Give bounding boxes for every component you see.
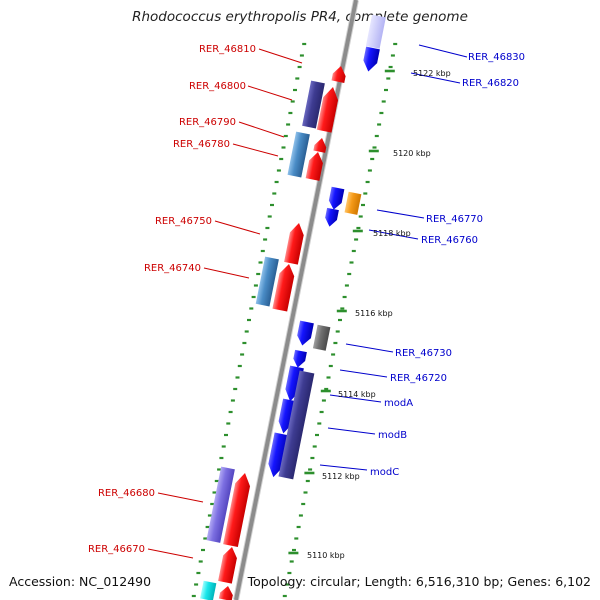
gene-arrow-shape [223, 473, 251, 548]
gene-leader-line [157, 492, 204, 503]
gene-leader-line [147, 548, 194, 559]
gene-arrow [344, 191, 362, 215]
gene-arrow-shape [297, 320, 314, 346]
gene-arrow [272, 264, 295, 312]
gene-leader-line [214, 220, 261, 235]
gene-arrow-shape [331, 66, 346, 83]
gene-label: RER_46760 [421, 235, 478, 246]
gene-arrow [328, 186, 345, 210]
gene-arrow-shape [316, 87, 339, 133]
gene-leader-line [376, 209, 425, 219]
gene-arrow-shape [312, 324, 331, 351]
gene-arrow-shape [255, 256, 279, 307]
gene-arrow [302, 80, 325, 129]
gene-label: RER_46750 [155, 216, 212, 227]
gene-label: RER_46740 [144, 263, 201, 274]
gene-arrow-shape [278, 370, 315, 480]
gene-label: RER_46820 [462, 78, 519, 89]
gene-leader-line [339, 369, 388, 378]
gene-arrow-shape [200, 580, 217, 600]
gene-leader-line [327, 427, 376, 435]
gene-label: modC [370, 467, 399, 478]
gene-leader-line [258, 48, 303, 64]
topology-summary: Topology: circular; Length: 6,516,310 bp… [247, 574, 591, 589]
gene-arrow [223, 473, 251, 548]
gene-arrow [206, 466, 235, 543]
gene-arrow-shape [293, 349, 307, 368]
gene-leader-line [345, 343, 394, 353]
gene-label: RER_46720 [390, 373, 447, 384]
gene-label: modB [378, 430, 407, 441]
gene-arrow-shape [206, 466, 235, 543]
gene-label: RER_46800 [189, 81, 246, 92]
gene-arrow-shape [284, 223, 304, 265]
gene-leader-line [238, 121, 285, 138]
gene-label: RER_46730 [395, 348, 452, 359]
gene-label: RER_46790 [179, 117, 236, 128]
scale-label: 5114 kbp [338, 390, 376, 399]
accession-text: Accession: NC_012490 [9, 574, 152, 589]
gene-arrow [365, 14, 386, 49]
gene-arrow [325, 207, 339, 227]
gene-arrow [331, 66, 346, 83]
gene-leader-line [203, 267, 250, 279]
gene-label: RER_46770 [426, 214, 483, 225]
gene-leader-line [247, 85, 293, 101]
gene-arrow-shape [365, 14, 386, 49]
gene-label: RER_46810 [199, 44, 256, 55]
scale-label: 5112 kbp [322, 472, 360, 481]
gene-arrow [278, 370, 315, 480]
gene-arrow-shape [268, 432, 290, 478]
scale-label: 5122 kbp [413, 69, 451, 78]
gene-arrow [200, 580, 217, 600]
gene-arrow-shape [218, 547, 237, 584]
gene-leader-line [319, 464, 368, 471]
gene-arrow [284, 223, 304, 265]
gene-leader-line [418, 44, 468, 58]
gene-arrow-shape [302, 80, 325, 129]
scale-label: 5120 kbp [393, 149, 431, 158]
gene-arrow [293, 349, 307, 368]
scale-label: 5116 kbp [355, 309, 393, 318]
gene-arrow [363, 46, 380, 72]
gene-arrow-shape [344, 191, 362, 215]
gene-arrow [316, 87, 339, 133]
gene-arrow [313, 138, 327, 153]
gene-arrow [255, 256, 279, 307]
gene-arrow-shape [328, 186, 345, 210]
gene-leader-line [410, 72, 461, 84]
gene-label: RER_46680 [98, 488, 155, 499]
gene-arrow [305, 152, 323, 181]
gene-label: RER_46780 [173, 139, 230, 150]
gene-arrow-shape [313, 138, 327, 153]
gene-arrow [312, 324, 331, 351]
scale-label: 5110 kbp [307, 551, 345, 560]
gene-arrow [268, 432, 290, 478]
gene-arrow-shape [325, 207, 339, 227]
gene-arrow-shape [218, 586, 233, 600]
gene-arrow [218, 547, 237, 584]
gene-arrow-shape [287, 131, 310, 178]
gene-leader-line [368, 229, 419, 240]
gene-label: modA [384, 398, 413, 409]
gene-arrow-shape [272, 264, 295, 312]
gene-leader-line [232, 143, 279, 157]
gene-leader-line [329, 394, 382, 403]
gene-arrow [218, 586, 233, 600]
scale-label: 5118 kbp [373, 229, 411, 238]
gene-arrow [287, 131, 310, 178]
gene-arrow [297, 320, 314, 346]
gene-arrow-shape [305, 152, 323, 181]
gene-arrow-shape [363, 46, 380, 72]
gene-label: RER_46670 [88, 544, 145, 555]
gene-label: RER_46830 [468, 52, 525, 63]
